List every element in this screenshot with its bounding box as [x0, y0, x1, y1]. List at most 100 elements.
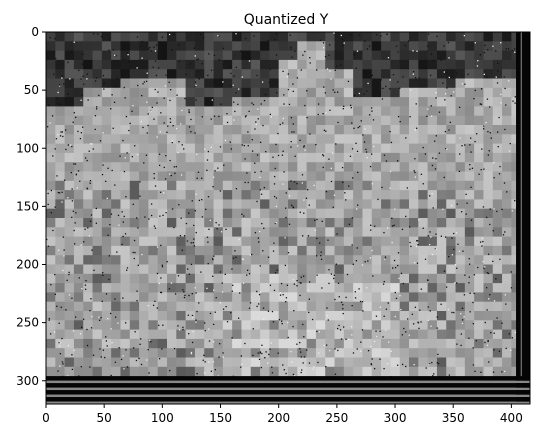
- image-block: [362, 97, 373, 107]
- image-noise-dot: [95, 108, 98, 110]
- image-block: [73, 87, 84, 98]
- image-noise-dot: [503, 182, 506, 184]
- image-noise-dot: [180, 174, 183, 176]
- image-noise-dot: [90, 214, 93, 216]
- image-block: [167, 97, 177, 107]
- image-block: [436, 338, 447, 349]
- image-block: [101, 311, 112, 321]
- image-block: [83, 97, 93, 107]
- image-block: [492, 134, 503, 144]
- image-noise-dot: [316, 255, 318, 257]
- image-noise-dot: [89, 182, 91, 184]
- image-noise-dot: [328, 158, 330, 160]
- image-noise-dot: [357, 126, 359, 129]
- image-noise-dot: [144, 216, 146, 218]
- image-block: [73, 162, 84, 172]
- image-noise-dot: [188, 212, 190, 214]
- image-noise-dot: [292, 373, 295, 376]
- image-noise-dot: [425, 367, 427, 369]
- image-block: [55, 97, 66, 107]
- image-noise-dot: [290, 146, 292, 148]
- image-block: [157, 106, 168, 117]
- image-block: [288, 69, 298, 79]
- image-block: [269, 134, 280, 144]
- image-block: [427, 329, 438, 340]
- image-block: [436, 78, 447, 89]
- image-noise-dot: [204, 148, 206, 150]
- image-block: [353, 348, 363, 358]
- image-block: [306, 348, 317, 358]
- image-noise-dot: [387, 57, 390, 59]
- image-block: [362, 292, 373, 303]
- image-block: [502, 366, 512, 377]
- image-block: [101, 273, 112, 284]
- image-block: [436, 87, 447, 98]
- image-block: [139, 32, 149, 42]
- image-noise-dot: [356, 247, 358, 249]
- image-noise-dot: [427, 319, 429, 322]
- image-noise-dot: [350, 326, 353, 328]
- image-block: [250, 59, 261, 70]
- image-noise-dot: [493, 177, 495, 179]
- image-noise-dot: [407, 40, 410, 42]
- image-block: [83, 208, 93, 219]
- image-noise-dot: [204, 322, 206, 324]
- image-block: [381, 50, 391, 61]
- image-block: [185, 115, 196, 126]
- image-block: [101, 199, 112, 210]
- image-block: [390, 264, 401, 275]
- image-noise-dot: [469, 163, 471, 166]
- image-block: [185, 245, 196, 256]
- image-block: [315, 329, 326, 340]
- image-block: [176, 41, 187, 51]
- image-noise-dot: [443, 176, 445, 179]
- image-noise-dot: [495, 278, 497, 280]
- image-block: [483, 32, 494, 42]
- image-noise-dot: [333, 32, 335, 34]
- image-noise-dot: [50, 212, 52, 214]
- image-block: [92, 134, 103, 144]
- image-block: [381, 218, 391, 228]
- image-block: [502, 199, 512, 210]
- image-block: [64, 338, 75, 349]
- image-noise-dot: [417, 244, 419, 246]
- image-noise-dot: [126, 269, 128, 271]
- image-block: [92, 50, 103, 61]
- image-block: [474, 152, 484, 163]
- image-block: [306, 311, 317, 321]
- image-block: [55, 59, 66, 70]
- image-noise-dot: [330, 78, 332, 80]
- image-noise-dot: [415, 127, 418, 129]
- image-block: [492, 245, 503, 256]
- image-noise-dot: [174, 172, 176, 174]
- image-block: [101, 301, 112, 312]
- image-block: [464, 338, 475, 349]
- image-noise-dot: [286, 76, 289, 78]
- image-noise-dot: [301, 235, 304, 237]
- image-noise-dot: [261, 222, 263, 225]
- image-noise-dot: [381, 186, 383, 189]
- image-noise-dot: [221, 83, 223, 85]
- image-noise-dot: [283, 369, 285, 371]
- image-block: [446, 171, 456, 182]
- image-block: [213, 59, 224, 70]
- image-noise-dot: [82, 126, 84, 128]
- image-block: [241, 199, 252, 210]
- image-block: [111, 106, 121, 117]
- image-noise-dot: [503, 76, 505, 78]
- image-block: [232, 190, 242, 200]
- image-block: [278, 264, 289, 275]
- image-block: [120, 199, 131, 210]
- image-block: [371, 255, 382, 265]
- image-block: [55, 245, 66, 256]
- image-noise-dot: [265, 351, 267, 353]
- image-block: [148, 97, 159, 107]
- image-block: [204, 218, 214, 228]
- image-noise-dot: [504, 231, 506, 233]
- image-block: [381, 190, 391, 200]
- image-noise-dot: [412, 50, 414, 52]
- image-block: [353, 329, 363, 340]
- image-noise-dot: [57, 134, 59, 136]
- image-noise-dot: [357, 204, 359, 206]
- image-noise-dot: [80, 78, 82, 80]
